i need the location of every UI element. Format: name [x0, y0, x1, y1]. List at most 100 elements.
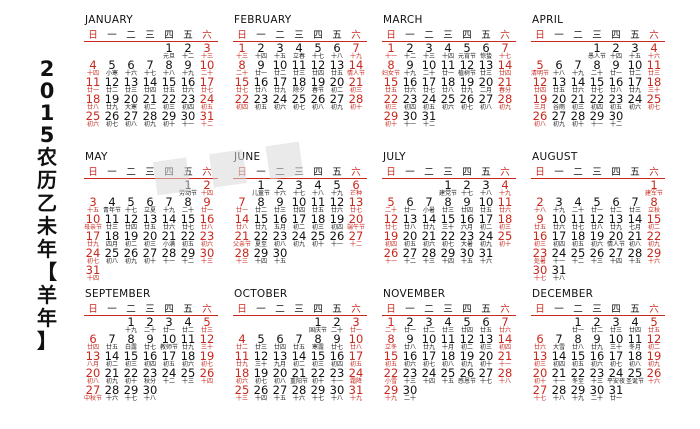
- weekday-label: 三: [294, 167, 304, 178]
- lunar-note: 十二: [403, 53, 416, 60]
- weekday-label: 六: [351, 304, 361, 315]
- lunar-note: 廿八: [403, 224, 416, 231]
- lunar-note: 十四: [254, 258, 267, 265]
- day-cell: 27 初八: [476, 93, 496, 110]
- day-cell: 18 初八: [438, 350, 458, 367]
- month-january: JANUARY 日一二三四五六 1 元旦 2 十二 3 十三 4 十四 5 小寒 6 十六 7 十七 8 十八 9 十…: [82, 10, 224, 145]
- weekday-label: 三: [145, 30, 155, 41]
- day-number: 4: [108, 195, 116, 209]
- lunar-note: 元宵节: [457, 53, 476, 60]
- lunar-note: 初六: [181, 361, 194, 368]
- day-number: 22: [234, 92, 250, 106]
- day-cell: 7 十九: [159, 196, 179, 213]
- lunar-note: 小寒: [105, 70, 118, 77]
- day-cell: 10 廿六: [549, 213, 569, 230]
- lunar-note: 初九: [479, 241, 492, 248]
- day-cell: 26 十四: [251, 384, 271, 401]
- weekday-label: 六: [351, 167, 361, 178]
- lunar-note: 初八: [628, 361, 641, 368]
- lunar-note: 廿二: [609, 207, 622, 214]
- day-number: 2: [184, 41, 192, 55]
- lunar-note: 廿九: [181, 344, 194, 351]
- lunar-note: 十四: [200, 190, 213, 197]
- day-cell: 21 父亲节: [232, 230, 252, 247]
- day-cell: 26 初七: [457, 93, 477, 110]
- day-cell: 4 青年节: [102, 195, 122, 213]
- day-cell: 9 廿一: [197, 196, 217, 213]
- weekday-header: 日一二三四五六: [529, 27, 669, 41]
- day-cell: 19 初四: [327, 213, 347, 230]
- weekday-label: 一: [405, 30, 415, 41]
- lunar-note: 初三: [143, 241, 156, 248]
- day-cell: 30 十一: [400, 110, 420, 127]
- day-number: 2: [406, 315, 414, 329]
- weekday-label: 五: [183, 167, 193, 178]
- day-cell: 12 廿四: [121, 213, 141, 230]
- day-number: 22: [570, 366, 586, 380]
- day-number: 7: [574, 58, 582, 72]
- lunar-note: 廿一: [571, 327, 584, 334]
- day-number: 8: [574, 332, 582, 346]
- lunar-note: 十三: [200, 53, 213, 60]
- day-number: 1: [444, 178, 452, 192]
- day-number: 16: [180, 75, 196, 89]
- day-cell: 2 十四: [251, 42, 271, 59]
- day-number: 6: [482, 41, 490, 55]
- lunar-note: 初五: [571, 241, 584, 248]
- day-number: 25: [627, 366, 643, 380]
- day-cell: 31 十二: [197, 110, 217, 128]
- day-cell: 13 廿七: [346, 196, 366, 213]
- lunar-note: 初二: [105, 361, 118, 368]
- lunar-note: 初五: [403, 241, 416, 248]
- day-cell: 26 初八: [530, 110, 550, 127]
- day-cell: 20 初八: [270, 367, 290, 384]
- title-char: 【: [37, 260, 57, 284]
- weekday-label: 五: [481, 167, 491, 178]
- day-cell: 3 十七: [289, 179, 309, 196]
- lunar-note: 廿一: [254, 70, 267, 77]
- day-number: 22: [310, 366, 326, 380]
- day-cell: 20 初二: [327, 76, 347, 93]
- day-cell: 4 十九: [495, 179, 515, 196]
- day-number: 27: [329, 92, 345, 106]
- lunar-note: 十九: [403, 70, 416, 77]
- day-cell: 12 廿四: [308, 59, 328, 76]
- lunar-note: 十七: [533, 275, 546, 282]
- lunar-note: 初二: [292, 361, 305, 368]
- day-number: 25: [646, 92, 662, 106]
- day-number: 14: [421, 212, 437, 226]
- lunar-note: 初八: [311, 104, 324, 111]
- lunar-note: 廿四: [273, 344, 286, 351]
- lunar-note: 初六: [86, 121, 99, 128]
- day-cell: 14 初四: [495, 333, 515, 350]
- day-cell: 9 廿一: [251, 59, 271, 77]
- day-number: 12: [459, 332, 475, 346]
- lunar-note: 春分: [498, 87, 511, 94]
- day-cell: 22 小雪: [381, 367, 401, 384]
- day-cell: 19 初二: [121, 230, 141, 247]
- day-number: 23: [142, 366, 158, 380]
- day-cell: 6 廿四: [83, 332, 103, 350]
- day-cell: 19 初七: [251, 367, 271, 384]
- day-number: 11: [440, 58, 456, 72]
- day-number: 18: [310, 212, 326, 226]
- day-cell: 4 廿二: [232, 333, 252, 350]
- day-number: 7: [631, 195, 639, 209]
- day-cell: 26 初九: [121, 247, 141, 264]
- lunar-note: 廿一: [86, 87, 99, 94]
- day-number: 5: [593, 195, 601, 209]
- day-cell: 6 立夏: [140, 196, 160, 213]
- lunar-note: 初四: [235, 104, 248, 111]
- weekday-label: 四: [611, 167, 621, 178]
- day-number: 30: [180, 109, 196, 123]
- day-number: 24: [348, 366, 364, 380]
- weekday-label: 五: [183, 304, 193, 315]
- day-number: 16: [589, 349, 605, 363]
- day-cell: 20 谷雨: [549, 93, 569, 110]
- weekday-label: 五: [481, 304, 491, 315]
- day-number: 6: [89, 332, 97, 346]
- day-cell: 22 初七: [438, 230, 458, 247]
- lunar-note: 十二: [200, 121, 213, 128]
- day-number: 16: [402, 349, 418, 363]
- day-number: 5: [387, 195, 395, 209]
